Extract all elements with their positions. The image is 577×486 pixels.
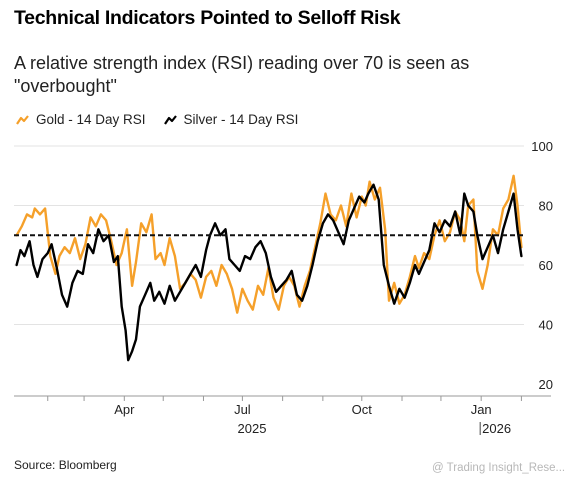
y-tick-label-60: 60 — [539, 258, 553, 273]
legend-swatch-silver — [163, 114, 177, 125]
legend-swatch-gold — [16, 114, 29, 125]
y-tick-label-20: 20 — [539, 377, 553, 392]
legend-item-gold: Gold - 14 Day RSI — [14, 112, 146, 127]
x-tick-label-oct: Oct — [352, 402, 373, 417]
x-tick-label-jul: Jul — [234, 402, 251, 417]
legend-label-gold: Gold - 14 Day RSI — [36, 112, 146, 127]
legend-label-silver: Silver - 14 Day RSI — [183, 112, 299, 127]
series-line-gold — [15, 174, 523, 314]
chart-subtitle: A relative strength index (RSI) reading … — [14, 53, 470, 96]
watermark: @ Trading Insight_Rese... — [432, 462, 566, 474]
y-tick-label-40: 40 — [539, 318, 553, 333]
legend-item-silver: Silver - 14 Day RSI — [162, 112, 299, 127]
chart-legend: Gold - 14 Day RSI Silver - 14 Day RSI — [14, 112, 314, 127]
chart-title: Technical Indicators Pointed to Selloff … — [14, 7, 401, 29]
x-tick-label-apr: Apr — [114, 402, 135, 417]
series-line-silver — [15, 183, 523, 362]
x-tick-label-jan: Jan — [471, 402, 492, 417]
year-label-2026: 2026 — [482, 421, 511, 436]
y-tick-label-80: 80 — [539, 199, 553, 214]
source-note: Source: Bloomberg — [14, 458, 117, 472]
year-label-2025: 2025 — [238, 421, 267, 436]
y-tick-label-100: 100 — [531, 139, 553, 154]
